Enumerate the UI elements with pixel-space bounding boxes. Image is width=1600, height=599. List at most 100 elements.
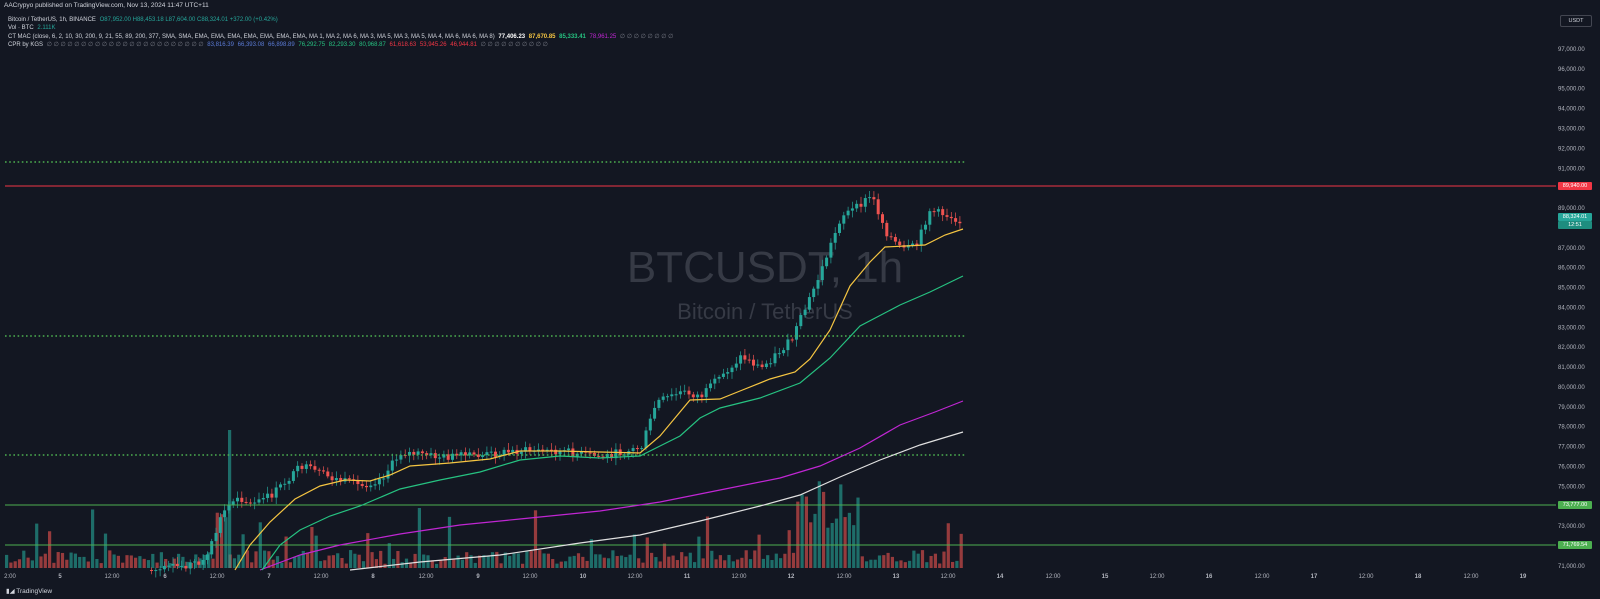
price-axis-label: 75,000.00 <box>1558 484 1585 490</box>
time-axis-label: 14 <box>997 574 1004 580</box>
legend-mac-label: CT MAC (close, 6, 2, 10, 30, 200, 9, 21,… <box>8 34 495 40</box>
time-axis-label: 12:00 <box>627 574 643 580</box>
currency-selector-button[interactable]: USDT <box>1560 15 1592 27</box>
legend-mac-value-1: 87,670.85 <box>528 34 556 40</box>
price-axis-label: 94,000.00 <box>1558 107 1585 113</box>
legend-cpr-value-2: 66,898.89 <box>268 42 295 48</box>
legend-mac-value-3: 78,961.25 <box>589 34 617 40</box>
legend-cpr-ghosts: ∅ ∅ ∅ ∅ ∅ ∅ ∅ ∅ ∅ ∅ ∅ ∅ ∅ ∅ ∅ ∅ ∅ ∅ ∅ ∅ … <box>46 42 204 48</box>
legend-symbol-row: Bitcoin / TetherUS, 1h, BINANCE O87,952.… <box>8 17 280 23</box>
time-axis-label: 12:00 <box>1045 574 1061 580</box>
time-axis-label: 12:00 <box>940 574 956 580</box>
time-axis-label: 9 <box>476 574 480 580</box>
time-axis-label: 12:00 <box>522 574 538 580</box>
time-axis-label: 6 <box>163 574 167 580</box>
legend-cpr-value-0: 83,816.39 <box>207 42 234 48</box>
price-axis-label: 97,000.00 <box>1558 47 1585 53</box>
time-axis-label: 12:00 <box>1463 574 1479 580</box>
time-axis-label: 10 <box>580 574 587 580</box>
time-axis-label: 12:00 <box>313 574 329 580</box>
time-axis-label: 12:00 <box>209 574 225 580</box>
legend-mac-value-2: 85,333.41 <box>559 34 586 40</box>
time-axis-label: 12:00 <box>1358 574 1374 580</box>
time-axis-label: 13 <box>893 574 900 580</box>
ema-green-line <box>261 275 964 571</box>
legend-mac-ghosts: ∅ ∅ ∅ ∅ ∅ ∅ ∅ ∅ <box>619 34 674 40</box>
legend-volume-row: Vol · BTC 2.111K <box>8 25 58 31</box>
watermark-description: Bitcoin / TetherUS <box>677 299 853 324</box>
time-axis-label: 12:00 <box>1149 574 1165 580</box>
legend-cpr-label: CPR by KGS <box>8 42 44 48</box>
time-axis-label: 7 <box>267 574 271 580</box>
legend-volume-value: 2.111K <box>37 25 56 31</box>
time-axis[interactable]: 2:00 5 12:00 6 12:00 7 12:00 8 12:00 9 12:00 10 12:0… <box>4 574 1527 580</box>
price-axis-label: 71,000.00 <box>1558 564 1585 570</box>
legend-symbol: Bitcoin / TetherUS, 1h, BINANCE <box>8 17 96 23</box>
time-axis-label: 12:00 <box>1254 574 1270 580</box>
price-axis-label: 95,000.00 <box>1558 87 1585 93</box>
published-text: AACrypyo published on TradingView.com, N… <box>4 2 209 9</box>
price-axis-label: 87,000.00 <box>1558 246 1585 252</box>
time-axis-label: 12:00 <box>836 574 852 580</box>
time-axis-label: 2:00 <box>4 574 16 580</box>
price-axis[interactable]: 97,000.00 96,000.00 95,000.00 94,000.00 93,0… <box>1558 47 1585 570</box>
published-header: AACrypyo published on TradingView.com, N… <box>0 0 1600 14</box>
legend-cpr-tail: ∅ ∅ ∅ ∅ ∅ ∅ ∅ ∅ ∅ ∅ <box>480 42 548 48</box>
legend-mac-value-0: 77,406.23 <box>498 34 526 40</box>
candle-countdown-tag: 12:51 <box>1558 221 1592 229</box>
price-axis-label: 81,000.00 <box>1558 365 1585 371</box>
price-axis-label: 77,000.00 <box>1558 445 1585 451</box>
price-axis-label: 93,000.00 <box>1558 126 1585 132</box>
price-axis-label: 86,000.00 <box>1558 266 1585 272</box>
watermark-symbol: BTCUSDT, 1h <box>627 243 903 292</box>
price-axis-label: 91,000.00 <box>1558 166 1585 172</box>
legend-cpr-value-5: 80,968.87 <box>359 42 386 48</box>
legend-cpr-value-7: 53,945.26 <box>419 42 447 48</box>
footer-brand: TradingView <box>16 588 53 595</box>
price-axis-label: 82,000.00 <box>1558 345 1585 351</box>
last-price-tag: 88,324.01 <box>1558 213 1592 221</box>
time-axis-label: 18 <box>1415 574 1422 580</box>
legend-mac-row: CT MAC (close, 6, 2, 10, 30, 200, 9, 21,… <box>8 33 675 40</box>
support-price-tag-2: 71,769.54 <box>1558 541 1592 549</box>
time-axis-label: 8 <box>371 574 375 580</box>
time-axis-label: 19 <box>1520 574 1527 580</box>
legend-cpr-value-8: 46,944.81 <box>450 42 477 48</box>
resistance-price-tag: 89,940.00 <box>1558 182 1592 190</box>
price-axis-label: 78,000.00 <box>1558 425 1585 431</box>
price-axis-label: 83,000.00 <box>1558 325 1585 331</box>
price-axis-label: 80,000.00 <box>1558 385 1585 391</box>
time-axis-label: 5 <box>58 574 62 580</box>
legend-ohlc: O87,952.00 H88,453.18 L87,604.00 C88,324… <box>99 17 278 23</box>
legend-cpr-row: CPR by KGS ∅ ∅ ∅ ∅ ∅ ∅ ∅ ∅ ∅ ∅ ∅ ∅ ∅ ∅ ∅… <box>8 41 550 48</box>
time-axis-label: 11 <box>684 574 691 580</box>
legend-cpr-value-1: 66,393.08 <box>237 42 265 48</box>
legend-cpr-value-6: 61,618.63 <box>389 42 417 48</box>
time-axis-label: 12:00 <box>104 574 120 580</box>
time-axis-label: 16 <box>1206 574 1213 580</box>
support-price-tag-1: 73,777.00 <box>1558 501 1592 509</box>
price-axis-label: 96,000.00 <box>1558 67 1585 73</box>
price-axis-label: 73,000.00 <box>1558 524 1585 530</box>
price-axis-label: 85,000.00 <box>1558 286 1585 292</box>
price-axis-label: 79,000.00 <box>1558 405 1585 411</box>
price-axis-label: 76,000.00 <box>1558 464 1585 470</box>
price-axis-label: 92,000.00 <box>1558 146 1585 152</box>
legend-volume-label: Vol · BTC <box>8 25 34 31</box>
legend-cpr-value-4: 82,293.30 <box>328 42 356 48</box>
time-axis-label: 12:00 <box>731 574 747 580</box>
legend-cpr-value-3: 76,292.75 <box>298 42 326 48</box>
time-axis-label: 12 <box>788 574 795 580</box>
price-axis-label: 89,000.00 <box>1558 206 1585 212</box>
ma-white-line <box>349 431 964 571</box>
time-axis-label: 12:00 <box>418 574 434 580</box>
ema-yellow-line <box>234 228 964 571</box>
price-axis-label: 84,000.00 <box>1558 305 1585 311</box>
time-axis-label: 15 <box>1102 574 1109 580</box>
volume-bars <box>5 430 963 568</box>
ma-magenta-line <box>259 400 964 571</box>
tradingview-logo: ▮◢ TradingView <box>6 587 52 595</box>
tradingview-icon: ▮◢ <box>6 588 17 595</box>
footer-bar: ▮◢ TradingView <box>0 585 1600 599</box>
